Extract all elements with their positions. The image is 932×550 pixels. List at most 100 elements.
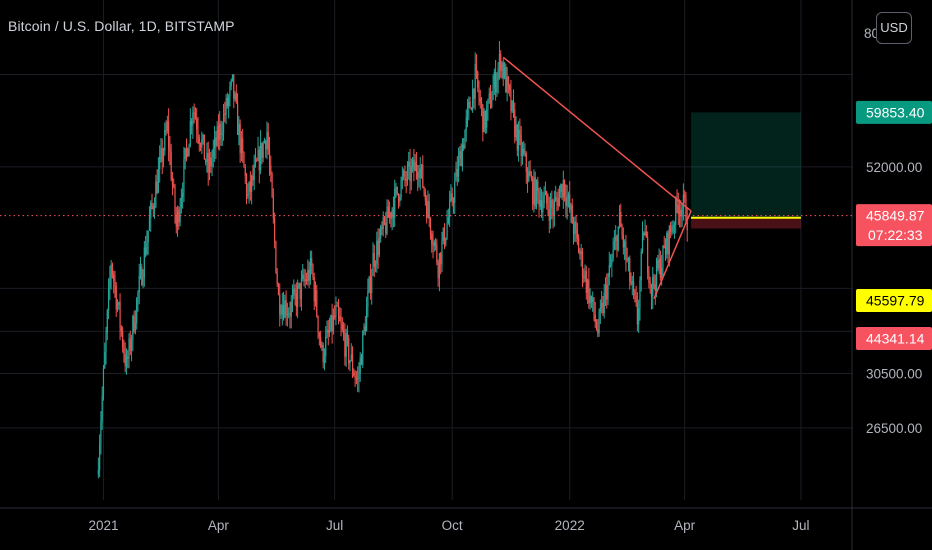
candle-body — [666, 232, 668, 255]
candle-body — [289, 313, 291, 317]
candle-body — [374, 264, 377, 267]
price-tag — [856, 204, 932, 247]
candle-body — [528, 171, 530, 181]
candle-body — [317, 316, 319, 333]
candle-body — [450, 193, 452, 200]
candle-body — [357, 378, 359, 380]
candle-body — [533, 177, 535, 205]
candle-body — [381, 226, 383, 229]
candle-body — [268, 149, 271, 166]
candle-body — [216, 126, 218, 146]
candle-body — [299, 283, 301, 300]
candle-body — [198, 137, 200, 144]
candle-body — [201, 139, 203, 148]
candle-body — [194, 112, 197, 119]
candle-body — [351, 354, 354, 373]
candle-body — [183, 158, 185, 193]
candle-body — [247, 194, 249, 196]
candle-body — [392, 208, 395, 218]
candle-body — [676, 197, 678, 205]
candle-body — [548, 209, 550, 221]
candle-body — [586, 279, 589, 293]
candle-body — [649, 282, 651, 284]
candle-body — [431, 234, 433, 244]
candle-body — [583, 276, 585, 278]
candle-body — [226, 97, 228, 107]
candle-body — [386, 206, 388, 234]
candle-body — [327, 329, 329, 334]
candle-body — [491, 99, 493, 108]
candle-body — [457, 158, 460, 177]
candle-body — [520, 134, 522, 157]
candle-body — [420, 164, 423, 169]
candle-body — [449, 199, 451, 218]
candle-body — [343, 329, 345, 335]
candle-body — [228, 97, 230, 107]
candle-body — [454, 181, 456, 203]
candle-body — [571, 205, 573, 224]
candle-body — [229, 86, 231, 98]
trendline — [653, 210, 692, 299]
candle-body — [203, 134, 205, 160]
candle-body — [532, 178, 534, 205]
candle-body — [558, 191, 561, 207]
candle-body — [142, 277, 144, 286]
candle-body — [634, 290, 636, 296]
candle-body — [363, 326, 365, 332]
candle-body — [187, 149, 189, 157]
time-axis[interactable]: 2021 Apr Jul Oct 2022 Apr Jul — [88, 518, 809, 533]
candle-body — [510, 90, 512, 112]
candle-body — [262, 142, 264, 158]
candle-body — [110, 264, 112, 278]
candle-body — [684, 194, 686, 198]
candle-body — [643, 232, 645, 236]
candle-body — [143, 247, 145, 278]
candle-body — [354, 375, 356, 379]
candle-body — [358, 373, 360, 379]
candle-body — [219, 123, 221, 140]
candle-body — [359, 357, 361, 374]
candle-body — [584, 271, 586, 278]
candle-body — [484, 110, 486, 128]
currency-button[interactable]: USD — [876, 12, 912, 44]
candle-body — [447, 217, 449, 223]
candle-body — [632, 281, 635, 291]
candle-body — [362, 331, 364, 365]
candle-body — [277, 284, 280, 295]
candle-body — [235, 93, 237, 102]
candle-body — [452, 202, 455, 204]
candle-body — [546, 191, 548, 204]
candle-body — [524, 153, 526, 155]
candle-body — [512, 100, 515, 110]
candle-body — [441, 241, 443, 265]
candle-body — [191, 120, 193, 126]
candle-body — [97, 469, 99, 475]
candle-body — [249, 181, 251, 192]
candle-body — [274, 217, 276, 242]
candle-body — [415, 162, 418, 173]
candle-body — [570, 205, 572, 210]
candle-body — [368, 276, 370, 291]
candle-body — [620, 212, 622, 228]
candle-body — [138, 275, 140, 293]
candle-body — [125, 356, 128, 367]
candle-body — [576, 228, 578, 239]
candle-body — [297, 285, 299, 308]
price-axis[interactable]: 80 52000.00 30500.00 26500.00 — [864, 26, 922, 436]
candle-body — [547, 203, 549, 210]
candle-body — [498, 53, 501, 68]
candle-body — [608, 265, 610, 278]
candle-body — [601, 302, 603, 308]
candle-body — [349, 360, 351, 364]
candle-body — [231, 74, 234, 81]
candle-body — [617, 226, 619, 250]
candle-body — [206, 152, 208, 163]
candle-body — [147, 230, 149, 243]
candle-body — [179, 207, 181, 223]
candle-body — [236, 101, 239, 135]
candle-body — [130, 339, 133, 351]
candle-body — [675, 197, 677, 226]
candle-body — [239, 123, 241, 154]
